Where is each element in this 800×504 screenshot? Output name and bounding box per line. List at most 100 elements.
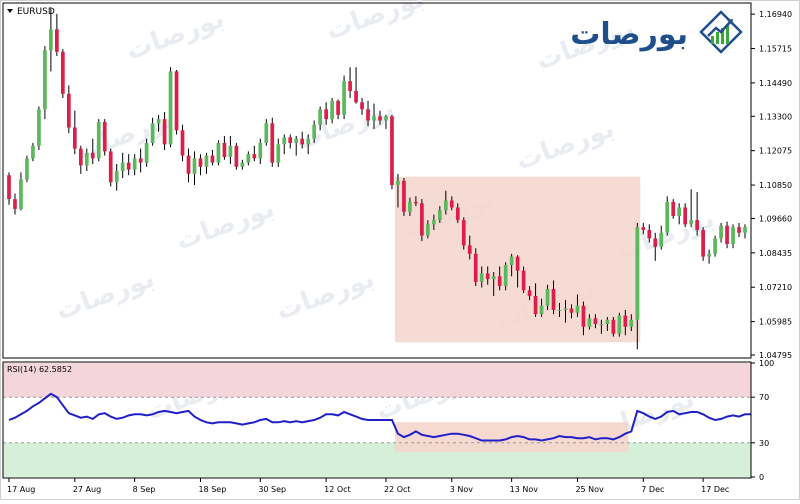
- candle-body: [455, 207, 460, 221]
- candle-body: [13, 199, 17, 209]
- candle-body: [689, 220, 694, 225]
- candle: [635, 222, 640, 350]
- candle: [623, 309, 628, 336]
- candle-body: [180, 130, 185, 156]
- candle-body: [300, 138, 305, 145]
- candle: [108, 148, 113, 187]
- candle-body: [78, 148, 83, 166]
- candle: [737, 222, 741, 237]
- time-axis: 17 Aug 27 Aug 8 Sep 18 Sep 30 Sep 12 Oct 22 Oc…: [7, 478, 729, 494]
- rsi-overbought-zone: [3, 363, 751, 398]
- candle: [390, 114, 394, 190]
- candle: [174, 69, 179, 135]
- candle-body: [336, 100, 340, 115]
- candle-body: [25, 158, 29, 180]
- candle: [312, 120, 317, 143]
- candle: [509, 253, 514, 277]
- candle-body: [725, 225, 729, 244]
- time-tick-label: 8 Sep: [133, 485, 156, 494]
- price-tick-label: 1.13300: [759, 112, 792, 121]
- candle: [503, 262, 508, 291]
- candle-body: [360, 102, 364, 110]
- candle-body: [72, 127, 77, 149]
- time-tick-label: 12 Oct: [324, 485, 351, 494]
- candle-body: [581, 305, 586, 327]
- candle: [593, 314, 598, 329]
- candle: [306, 134, 311, 155]
- candle-body: [713, 238, 717, 254]
- candle: [25, 155, 29, 183]
- candle-body: [647, 229, 652, 239]
- candle-body: [437, 210, 442, 221]
- candle-body: [431, 220, 436, 225]
- candle: [378, 110, 382, 125]
- candle-body: [306, 138, 311, 145]
- rsi-panel[interactable]: 100 70 30 0: [2, 359, 774, 482]
- candle: [49, 8, 53, 72]
- candle-body: [55, 29, 59, 52]
- candle: [653, 232, 658, 261]
- candle-body: [19, 179, 23, 209]
- candle-body: [282, 137, 287, 145]
- candle: [426, 220, 430, 239]
- price-tick-label: 1.10850: [759, 181, 792, 190]
- time-tick-label: 30 Sep: [258, 485, 286, 494]
- candle: [420, 199, 424, 242]
- candle: [707, 249, 711, 264]
- candle-body: [120, 162, 125, 172]
- candle-body: [96, 121, 101, 159]
- candle: [102, 119, 107, 156]
- candle: [402, 178, 406, 216]
- candle: [683, 203, 688, 228]
- rsi-axis: 100 70 30 0: [751, 359, 774, 482]
- candle-body: [276, 144, 281, 163]
- candle: [557, 302, 562, 317]
- candle: [725, 221, 729, 249]
- price-panel[interactable]: 1.16940 1.15715 1.14490 1.13300 1.12075 1.108…: [2, 2, 792, 360]
- candle: [120, 152, 125, 179]
- candle: [414, 196, 418, 207]
- brand-text: بورصات: [570, 17, 688, 52]
- brand-logo: بورصات: [570, 10, 743, 54]
- candle: [78, 145, 83, 174]
- time-tick-label: 17 Aug: [7, 485, 35, 494]
- candle-body: [587, 318, 592, 327]
- candle: [455, 203, 460, 223]
- candle-body: [288, 137, 293, 143]
- candle: [168, 67, 173, 148]
- candle: [384, 114, 388, 129]
- candle-body: [623, 315, 628, 327]
- candle: [72, 110, 77, 155]
- candle: [156, 114, 161, 132]
- candle: [354, 67, 358, 104]
- time-tick-label: 13 Nov: [510, 485, 539, 494]
- candle-body: [677, 207, 682, 216]
- candle-body: [539, 305, 544, 315]
- candle-body: [533, 295, 538, 315]
- candle: [126, 154, 131, 176]
- candle: [599, 319, 604, 334]
- candle-body: [449, 200, 454, 208]
- candle-body: [348, 81, 352, 92]
- candle-body: [390, 116, 394, 186]
- candle: [641, 222, 646, 235]
- candle-body: [515, 256, 520, 271]
- candle-body: [551, 288, 556, 310]
- candle: [563, 300, 568, 323]
- candle-body: [270, 123, 275, 163]
- candle: [294, 135, 299, 156]
- candle-body: [414, 201, 418, 204]
- candles-group: [7, 8, 747, 350]
- candle: [695, 192, 699, 236]
- candle-body: [521, 270, 526, 291]
- candle: [186, 148, 191, 183]
- caret-down-icon[interactable]: [7, 9, 13, 13]
- candle-body: [497, 276, 502, 287]
- candle: [581, 301, 586, 336]
- candle: [138, 148, 143, 173]
- candle-body: [509, 256, 514, 266]
- candle-body: [168, 71, 173, 145]
- candle-body: [294, 138, 299, 143]
- candle: [204, 152, 209, 174]
